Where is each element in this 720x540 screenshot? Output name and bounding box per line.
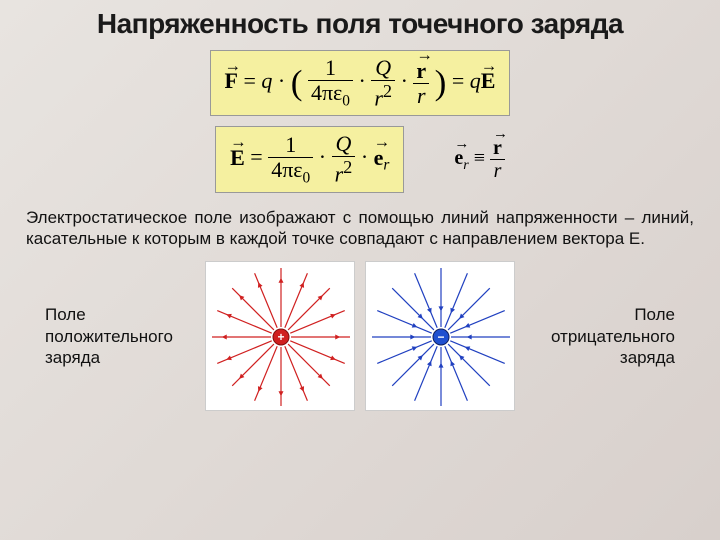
page-title: Напряженность поля точечного заряда — [0, 0, 720, 40]
label-negative: Поле отрицательного заряда — [525, 304, 675, 368]
formula-row-1: F = q · ( 14πε0 · Qr2 · rr ) = qE — [0, 50, 720, 116]
svg-text:+: + — [277, 330, 284, 344]
formula-field: E = 14πε0 · Qr2 · er — [215, 126, 404, 192]
diagrams-row: Поле положительного заряда + − Поле отри… — [0, 261, 720, 411]
formula-force: F = q · ( 14πε0 · Qr2 · rr ) = qE — [210, 50, 511, 116]
label-positive: Поле положительного заряда — [45, 304, 195, 368]
formula-unit-vector: er ≡ rr — [454, 138, 505, 181]
diagram-positive: + — [205, 261, 355, 411]
svg-text:−: − — [437, 330, 444, 344]
diagram-negative: − — [365, 261, 515, 411]
formula-row-2: E = 14πε0 · Qr2 · er er ≡ rr — [0, 126, 720, 192]
paragraph-text: Электростатическое поле изображают с пом… — [0, 193, 720, 258]
